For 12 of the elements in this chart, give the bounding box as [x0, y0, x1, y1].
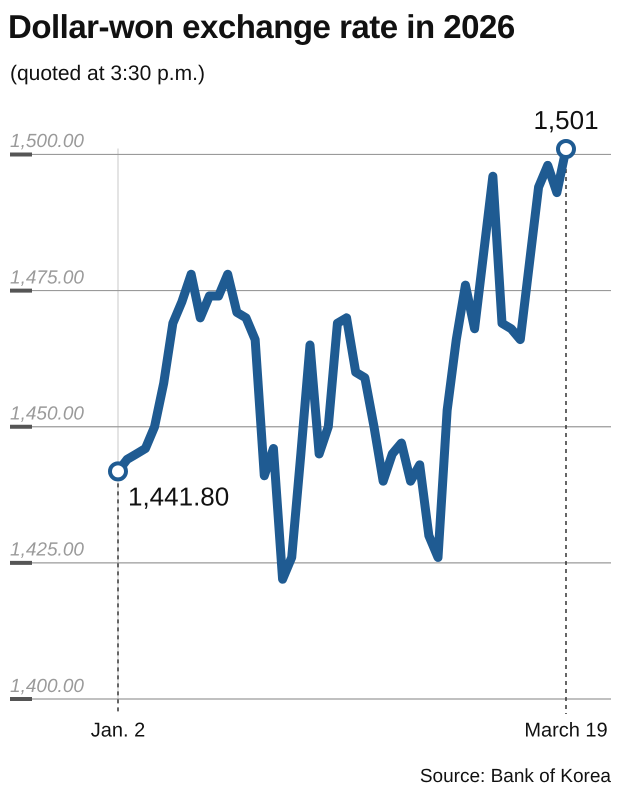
chart-subtitle: (quoted at 3:30 p.m.) [10, 62, 205, 86]
x-tick-label: March 19 [524, 720, 608, 742]
y-tick-label: 1,450.00 [10, 404, 84, 425]
chart-title: Dollar-won exchange rate in 2026 [8, 8, 515, 46]
data-label: 1,441.80 [128, 482, 230, 512]
x-tick-label: Jan. 2 [90, 720, 146, 742]
y-tick-label: 1,400.00 [10, 676, 84, 697]
y-tick-label: 1,500.00 [10, 131, 84, 152]
data-label: 1,501 [533, 105, 599, 136]
y-tick-label: 1,475.00 [10, 267, 84, 288]
source-note: Source: Bank of Korea [420, 766, 611, 788]
y-tick-label: 1,425.00 [10, 540, 84, 561]
